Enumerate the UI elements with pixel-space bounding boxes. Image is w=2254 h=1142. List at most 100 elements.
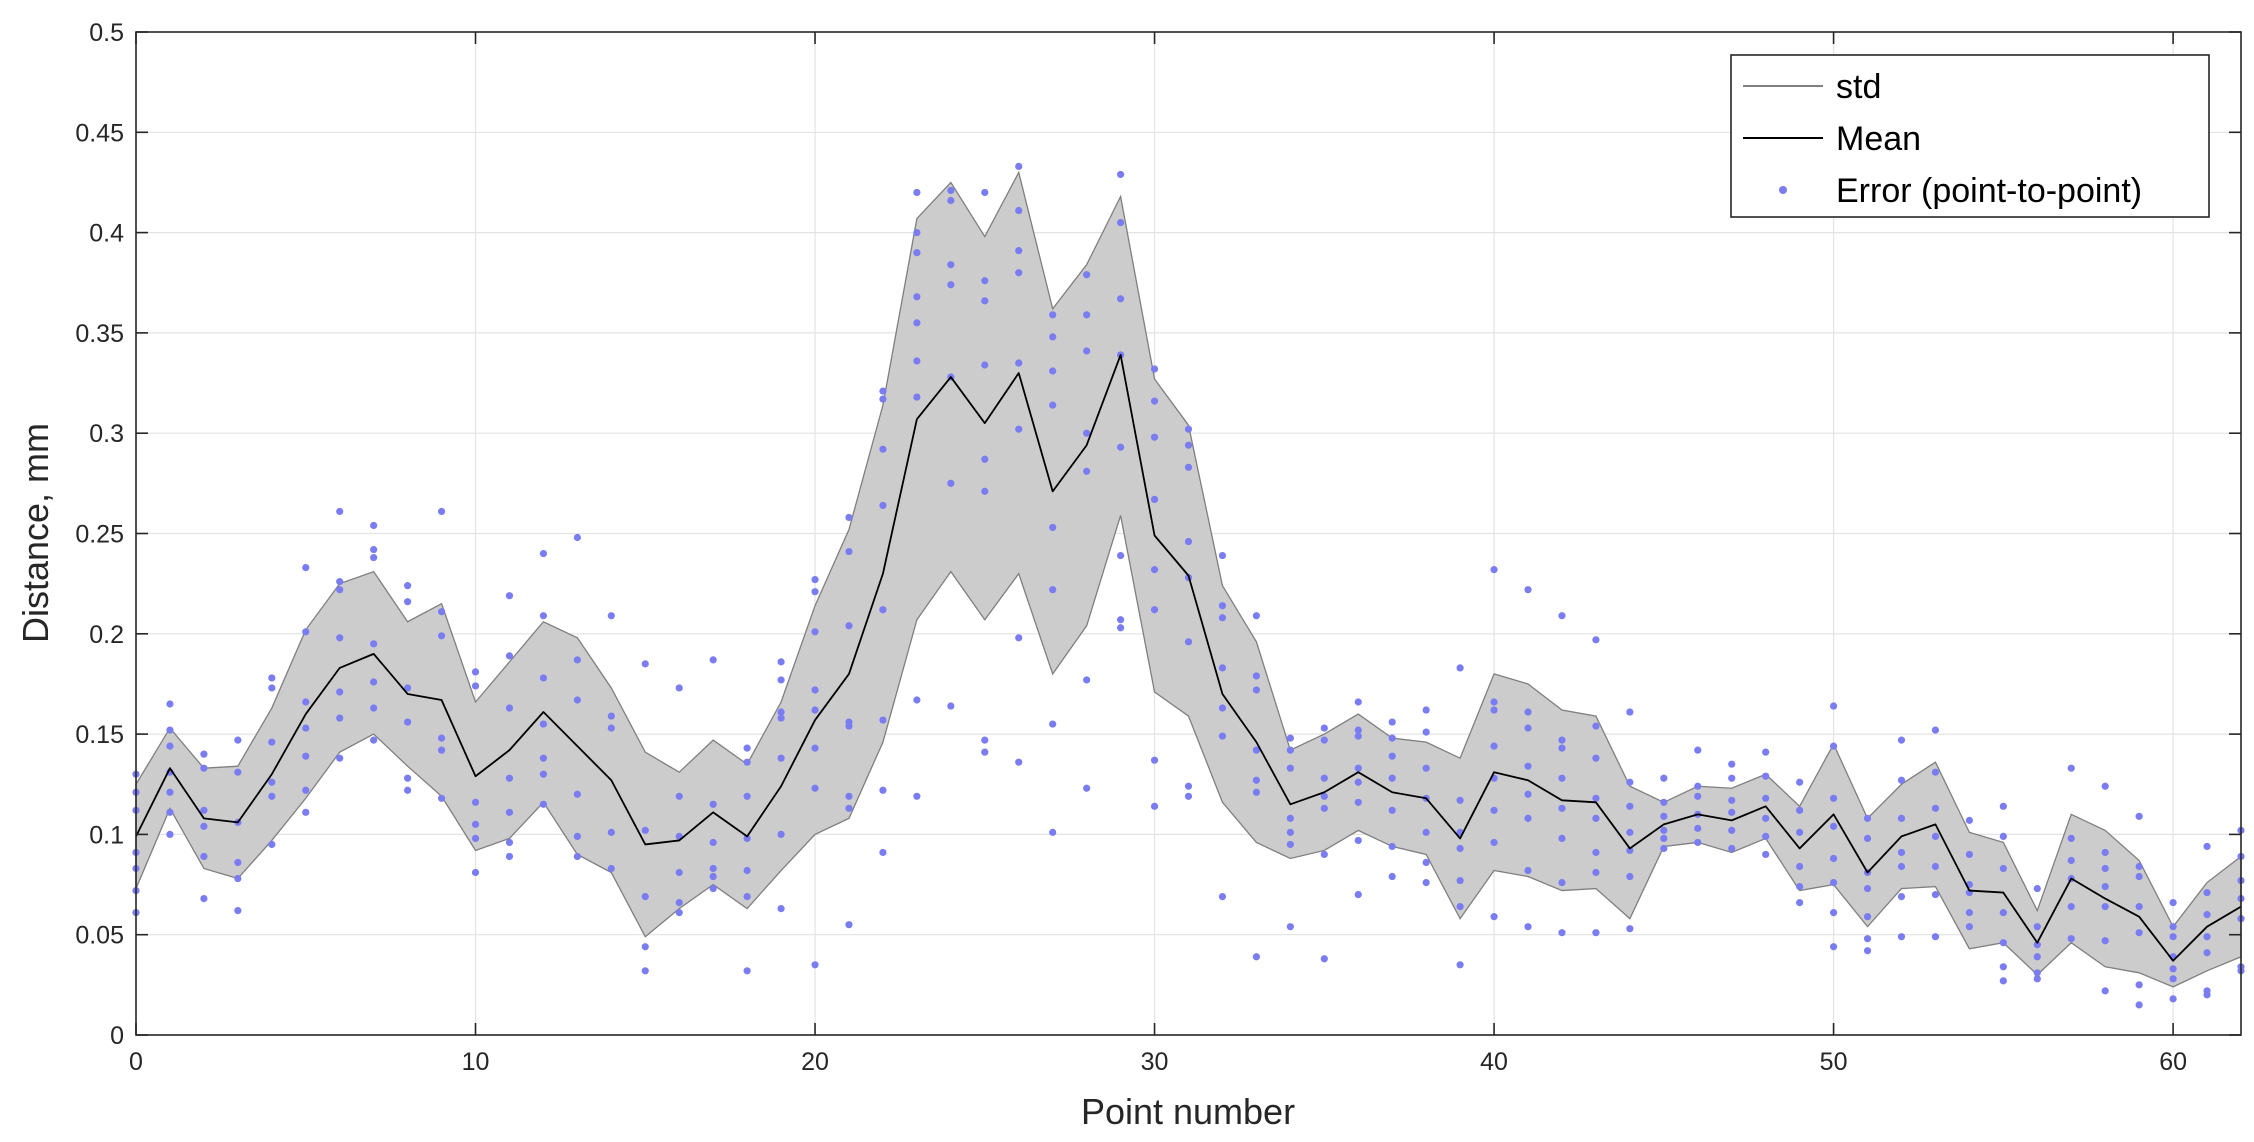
error-point <box>2135 903 2143 911</box>
error-point <box>845 921 853 929</box>
error-point <box>1796 806 1804 814</box>
error-point <box>1252 776 1260 784</box>
error-point <box>1049 523 1057 532</box>
error-point <box>1897 814 1906 822</box>
error-point <box>1388 752 1396 760</box>
error-point <box>1015 269 1023 277</box>
error-point <box>471 682 480 690</box>
error-point <box>2135 929 2143 937</box>
error-point <box>336 634 344 642</box>
error-point <box>1524 586 1532 594</box>
error-point <box>370 545 378 554</box>
error-point <box>200 806 208 814</box>
error-point <box>268 738 276 746</box>
error-point <box>539 800 548 808</box>
y-tick-label: 0.35 <box>75 320 124 348</box>
error-point <box>607 828 615 836</box>
error-point <box>743 834 751 843</box>
error-point <box>1286 814 1294 822</box>
error-point <box>404 718 412 726</box>
error-point <box>1829 878 1838 887</box>
error-point <box>2169 933 2177 941</box>
error-point <box>1762 832 1770 841</box>
error-point <box>1422 878 1430 887</box>
error-point <box>1049 367 1057 375</box>
error-point <box>1660 774 1668 782</box>
error-point <box>1897 776 1906 784</box>
error-point <box>2101 864 2109 873</box>
error-point <box>1150 566 1159 574</box>
error-point <box>743 967 751 975</box>
error-point <box>2135 862 2143 871</box>
error-point <box>2101 903 2109 911</box>
y-tick-label: 0.25 <box>75 521 124 549</box>
error-point <box>302 808 310 816</box>
error-point <box>1694 838 1702 847</box>
error-point <box>2169 965 2177 973</box>
y-tick-label: 0.3 <box>89 420 124 448</box>
error-points-layer <box>132 162 2245 1009</box>
error-point <box>1388 872 1396 881</box>
error-point <box>1626 802 1634 810</box>
error-point <box>1490 742 1498 750</box>
error-point <box>1897 933 1906 941</box>
error-point <box>1015 162 1023 170</box>
error-point <box>1320 955 1328 963</box>
error-point <box>1524 866 1532 875</box>
error-point <box>1422 764 1430 772</box>
error-point <box>2067 856 2075 865</box>
error-point <box>1117 170 1125 179</box>
error-point <box>913 357 921 365</box>
error-point <box>913 293 921 301</box>
error-point <box>1829 822 1838 830</box>
error-point <box>675 868 683 877</box>
error-point <box>1320 774 1328 782</box>
error-point <box>1083 676 1091 684</box>
error-point <box>404 598 412 606</box>
error-point <box>675 899 683 907</box>
error-point <box>1524 762 1532 770</box>
error-point <box>1354 764 1362 772</box>
error-point <box>641 892 649 901</box>
error-point <box>777 708 785 716</box>
error-point <box>2135 872 2143 881</box>
error-point <box>200 852 208 861</box>
error-point <box>1592 868 1600 877</box>
error-point <box>505 704 514 712</box>
error-point <box>1524 724 1532 732</box>
error-point <box>1626 828 1634 836</box>
error-point <box>2169 923 2177 931</box>
y-tick-label: 0.15 <box>75 721 124 749</box>
error-point <box>1897 736 1906 744</box>
error-point <box>302 752 310 760</box>
error-point <box>1728 774 1736 782</box>
error-point <box>404 786 412 794</box>
error-point <box>1015 359 1023 367</box>
error-point <box>1660 812 1668 820</box>
x-tick-label: 60 <box>2159 1048 2187 1076</box>
x-tick-label: 40 <box>1480 1048 1508 1076</box>
error-point <box>1456 796 1464 804</box>
error-point <box>471 868 480 877</box>
error-point <box>2101 882 2109 891</box>
error-point <box>845 792 853 800</box>
error-point <box>1252 953 1260 961</box>
error-point <box>743 892 751 901</box>
error-point <box>539 674 548 682</box>
error-point <box>1083 271 1091 279</box>
error-point <box>1829 909 1838 917</box>
error-point <box>505 652 514 660</box>
error-point <box>1626 778 1634 786</box>
error-point <box>2169 899 2177 907</box>
y-tick-label: 0.5 <box>89 19 124 47</box>
error-point <box>1592 754 1600 762</box>
error-point <box>268 792 276 800</box>
error-point <box>879 445 887 453</box>
error-point <box>1490 913 1498 921</box>
error-point <box>913 792 921 800</box>
error-point <box>981 277 989 285</box>
error-point <box>2033 884 2041 893</box>
error-point <box>1184 638 1193 646</box>
legend-error-swatch <box>1779 186 1787 194</box>
